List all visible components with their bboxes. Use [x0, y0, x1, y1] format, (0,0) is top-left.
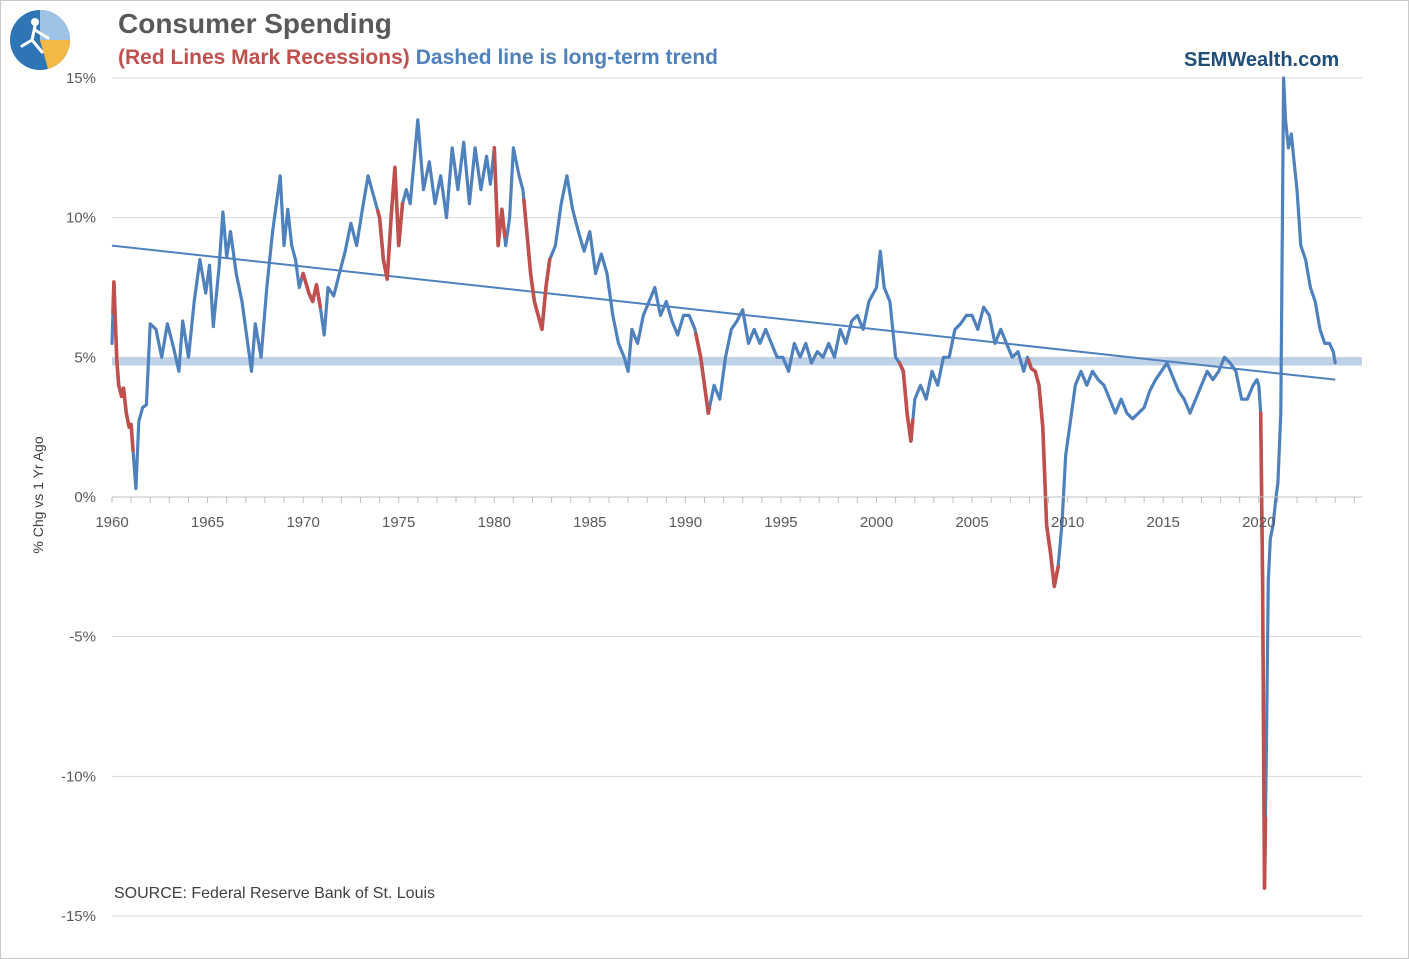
y-tick-label: -5% — [69, 629, 96, 646]
x-tick-label: 1995 — [764, 514, 797, 531]
gridlines — [112, 77, 1362, 917]
y-tick-label: 5% — [74, 349, 96, 366]
x-tick-label: 1990 — [669, 514, 702, 531]
y-tick-label: 0% — [74, 489, 96, 506]
x-tick-label: 2000 — [860, 514, 893, 531]
source-note: SOURCE: Federal Reserve Bank of St. Loui… — [114, 885, 435, 902]
recession-segment — [300, 271, 323, 309]
recession-segment — [522, 198, 552, 332]
recession-segment — [1258, 411, 1268, 890]
x-tick-labels: 1960 1965 1970 1975 1980 1985 1990 1995 2000 2005… — [95, 514, 1275, 531]
x-tick-label: 1985 — [573, 514, 606, 531]
x-tick-label: 1980 — [478, 514, 511, 531]
x-tick-label: 1970 — [286, 514, 319, 531]
recession-segment — [492, 146, 507, 248]
x-tick-label: 1965 — [191, 514, 224, 531]
y-axis-label: % Chg vs 1 Yr Ago — [30, 436, 46, 553]
y-tick-label: 10% — [66, 210, 96, 227]
y-tick-label: -10% — [61, 768, 96, 785]
recession-segment — [111, 280, 135, 453]
recession-segment — [375, 165, 405, 281]
subtitle: (Red Lines Mark Recessions) Dashed line i… — [118, 46, 718, 70]
x-tick-label: 1960 — [95, 514, 128, 531]
y-tick-label: 15% — [66, 70, 96, 87]
x-tick-label: 2010 — [1051, 514, 1084, 531]
trend-segment — [111, 244, 1336, 381]
subtitle-recession-note: (Red Lines Mark Recessions) — [118, 46, 410, 69]
recession-segment — [1026, 358, 1060, 589]
x-axis — [111, 496, 1362, 503]
series-line — [110, 76, 1337, 890]
x-tick-label: 2015 — [1147, 514, 1180, 531]
y-tick-label: -15% — [61, 908, 96, 925]
trend-line — [111, 244, 1336, 381]
x-tick-label: 1975 — [382, 514, 415, 531]
series-path — [110, 76, 1337, 890]
x-tick-label: 2005 — [955, 514, 988, 531]
recession-segment — [694, 332, 712, 415]
page-title: Consumer Spending — [118, 8, 392, 39]
band-rect — [112, 357, 1362, 366]
highlight-band — [112, 357, 1362, 366]
sem-logo-icon — [10, 10, 71, 70]
brand-link[interactable]: SEMWealth.com — [1184, 49, 1340, 71]
x-tick-label: 2020 — [1242, 514, 1275, 531]
y-tick-labels: 15% 10% 5% 0% -5% -10% -15% — [61, 70, 96, 925]
subtitle-trend-note: Dashed line is long-term trend — [415, 46, 718, 69]
recession-segment — [897, 361, 915, 443]
